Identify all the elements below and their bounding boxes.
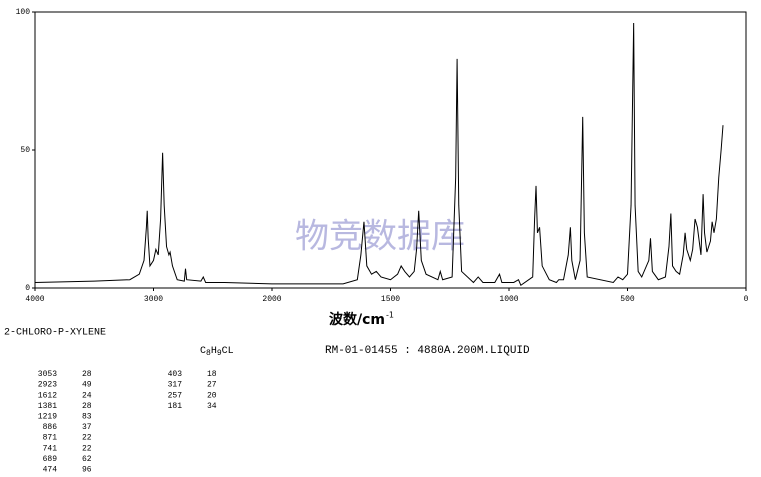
x-tick-label: 1000 [499,295,518,304]
formula-part: CL [222,346,234,357]
peak-intensity: 96 [82,466,92,475]
x-tick-label: 0 [744,295,749,304]
peak-wavenumber: 871 [43,434,58,443]
peak-wavenumber: 1612 [38,391,57,400]
peak-wavenumber: 403 [168,370,183,379]
peak-intensity: 83 [82,413,92,422]
peak-intensity: 20 [207,391,217,400]
peak-wavenumber: 317 [168,381,183,390]
peak-intensity: 34 [207,402,217,411]
formula-part: 8 [206,349,211,358]
peak-wavenumber: 3053 [38,370,57,379]
peak-intensity: 28 [82,370,92,379]
spectrum-line [34,23,724,287]
peak-intensity: 18 [207,370,217,379]
x-tick-label: 2000 [262,295,281,304]
x-axis-label: 波数/cm [329,311,385,328]
x-tick-label: 4000 [25,295,44,304]
x-axis-label-sup: -1 [386,311,394,320]
formula-part: H [211,346,217,357]
x-tick-label: 3000 [144,295,163,304]
peak-intensity: 22 [82,444,92,453]
compound-name: 2-CHLORO-P-XYLENE [4,328,106,339]
peak-wavenumber: 741 [43,444,58,453]
sample-info: RM-01-01455 : 4880A.200M.LIQUID [325,345,530,357]
y-tick-label: 0 [25,284,30,293]
formula-part: 9 [217,349,222,358]
watermark: 物竞数据库 [295,217,465,257]
peak-wavenumber: 1381 [38,402,57,411]
peak-wavenumber: 1219 [38,413,57,422]
peak-intensity: 49 [82,381,92,390]
x-tick-label: 500 [620,295,635,304]
y-tick-label: 100 [16,8,31,17]
peak-intensity: 22 [82,434,92,443]
x-tick-label: 1500 [381,295,400,304]
formula: C8H9CL [200,346,234,358]
peak-intensity: 62 [82,455,92,464]
peak-wavenumber: 886 [43,423,58,432]
peak-wavenumber: 2923 [38,381,57,390]
peak-wavenumber: 689 [43,455,58,464]
peak-intensity: 24 [82,391,92,400]
peak-intensity: 28 [82,402,92,411]
y-tick-label: 50 [20,146,30,155]
peak-wavenumber: 257 [168,391,183,400]
peak-wavenumber: 181 [168,402,183,411]
peak-intensity: 27 [207,381,217,390]
formula-part: C [200,346,206,357]
peak-intensity: 37 [82,423,92,432]
peak-wavenumber: 474 [43,466,58,475]
